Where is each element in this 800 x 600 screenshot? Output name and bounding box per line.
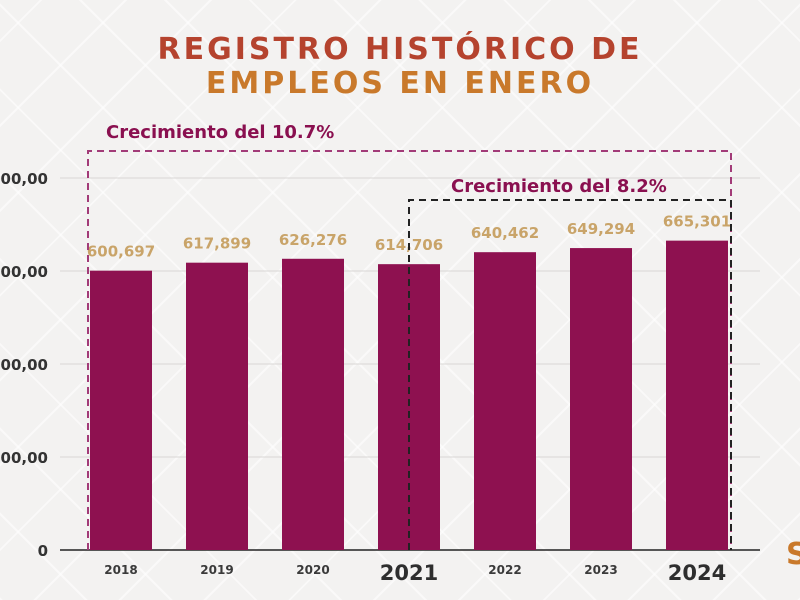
brand-logo: S [784,540,800,574]
bar-2020 [282,258,344,550]
y-tick-label: 400,00 [0,356,48,374]
x-tick-label: 2020 [296,563,329,577]
growth-bracket [408,199,732,550]
x-tick-label: 2023 [584,563,617,577]
bar-2019 [186,262,248,550]
y-tick-label: 600,00 [0,263,48,281]
bar-2021 [378,264,440,550]
y-tick-label: 0 [38,542,48,560]
growth-label: Crecimiento del 10.7% [106,122,334,143]
x-tick-label: 2019 [200,563,233,577]
y-tick-label: 200,00 [0,449,48,467]
chart-title-line2: EMPLEOS EN ENERO [205,66,595,101]
bar-2024 [666,240,728,550]
logo-letter: S [786,540,800,572]
value-label: 617,899 [183,235,251,253]
value-label: 640,462 [471,224,539,242]
value-label: 626,276 [279,231,347,249]
value-label: 600,697 [87,243,155,261]
growth-label: Crecimiento del 8.2% [451,176,667,197]
value-label: 649,294 [567,220,635,238]
chart-title-line1: REGISTRO HISTÓRICO DE [157,32,643,67]
x-tick-label: 2024 [668,561,726,585]
bar-2023 [570,248,632,550]
x-tick-label: 2021 [380,561,438,585]
y-tick-label: 800,00 [0,170,48,188]
x-tick-label: 2018 [104,563,137,577]
bar-2022 [474,252,536,550]
value-label: 665,301 [663,213,731,231]
bar-2018 [90,270,152,550]
x-tick-label: 2022 [488,563,521,577]
